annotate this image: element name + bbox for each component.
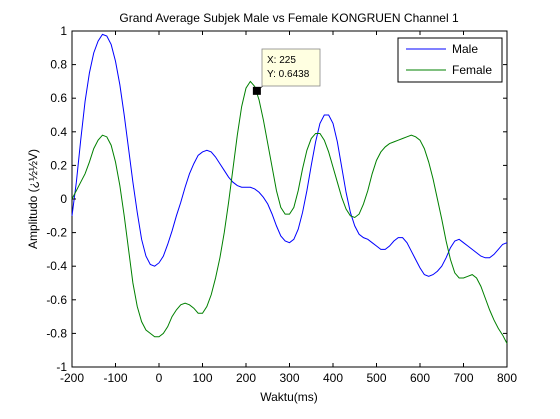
y-tick-label: 1 [60,24,67,38]
plot-area: -200 -100 0 100 200 300 400 500 600 700 800 -1 -0.8… [46,24,517,385]
y-tick-label: 0.6 [50,91,67,105]
chart-title: Grand Average Subjek Male vs Female KONG… [119,11,459,25]
datatip-box [261,48,321,87]
x-tick-label: 200 [236,371,256,385]
y-tick-label: 0.4 [50,125,67,139]
x-tick-label: 100 [192,371,212,385]
x-tick-label: 800 [497,371,517,385]
y-axis-ticks: -1 -0.8 -0.6 -0.4 -0.2 0 0.2 0.4 0.6 0.8 1 [46,24,507,374]
x-tick-label: 600 [410,371,430,385]
y-tick-label: 0.8 [50,58,67,72]
series-line-female [71,80,508,344]
x-axis-ticks: -200 -100 0 100 200 300 400 500 600 700 800 [60,31,517,385]
y-axis-label: Amplitudo (¿½½V) [26,149,40,249]
x-tick-label: 400 [323,371,343,385]
plot-frame [71,30,508,368]
legend-box [397,37,503,83]
datatip-marker[interactable] [252,86,261,95]
series-line-male [71,33,508,277]
x-tick-label: -100 [103,371,127,385]
datatip-x-label: X: 225 [267,55,296,66]
series-layer [71,33,508,344]
datatip[interactable]: X: 225 Y: 0.6438 [252,48,321,95]
x-tick-label: 500 [366,371,386,385]
y-tick-label: -0.2 [46,226,67,240]
datatip-y-label: Y: 0.6438 [267,69,310,80]
y-tick-label: 0 [60,192,67,206]
y-tick-label: -0.6 [46,293,67,307]
x-tick-label: -200 [60,371,84,385]
x-tick-label: 300 [279,371,299,385]
legend[interactable]: Male Female [397,37,503,83]
x-tick-label: 700 [453,371,473,385]
y-tick-label: -0.8 [46,326,67,340]
x-axis-label: Waktu(ms) [260,390,318,404]
legend-male-label: Male [452,42,478,56]
legend-female-label: Female [452,63,492,77]
y-tick-label: -1 [56,360,67,374]
y-tick-label: 0.2 [50,158,67,172]
x-tick-label: 0 [156,371,163,385]
y-tick-label: -0.4 [46,259,67,273]
